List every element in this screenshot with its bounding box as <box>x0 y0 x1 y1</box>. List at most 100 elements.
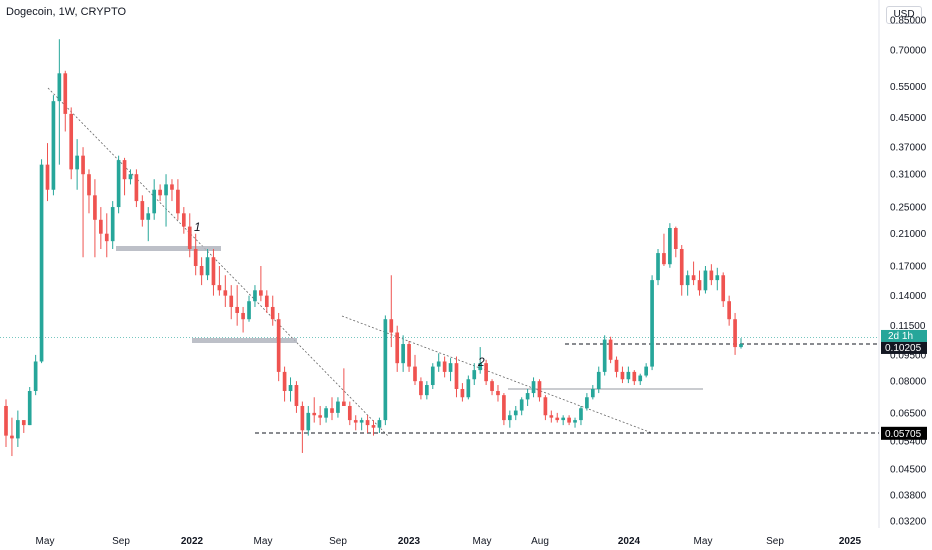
candle <box>81 147 85 258</box>
candle <box>10 417 14 457</box>
candle <box>490 379 494 396</box>
y-tick-label: 0.70000 <box>890 45 927 56</box>
price-axis: 0.85000 0.70000 0.55000 0.45000 0.37000 0.310… <box>890 16 927 528</box>
candle <box>217 265 222 296</box>
y-tick-label: 0.03200 <box>890 517 927 528</box>
candles <box>4 39 743 457</box>
candle <box>176 179 180 220</box>
candle <box>608 336 613 364</box>
candle <box>318 405 322 426</box>
candle <box>573 417 577 428</box>
candle <box>353 415 358 431</box>
y-tick-label: 0.85000 <box>890 16 927 27</box>
candle <box>383 315 388 426</box>
candle <box>270 295 275 326</box>
candle <box>685 270 690 296</box>
candle <box>116 155 121 214</box>
current-price-label: 0.10205 <box>885 343 922 354</box>
candle <box>531 377 536 398</box>
candle <box>51 95 56 196</box>
candle <box>87 169 91 214</box>
candle <box>590 385 595 400</box>
candle <box>632 370 637 386</box>
resistance-zone-2 <box>192 338 297 343</box>
candle <box>45 143 50 202</box>
candle <box>537 379 542 402</box>
x-tick-label: Aug <box>531 536 549 547</box>
candle <box>430 363 435 389</box>
candle <box>336 397 340 418</box>
trendline-1 <box>47 87 389 437</box>
y-tick-label: 0.03800 <box>890 490 927 501</box>
candle <box>223 275 228 307</box>
candle <box>253 285 257 307</box>
candle <box>496 385 500 402</box>
candle <box>691 261 696 286</box>
candle <box>442 356 447 378</box>
candle <box>620 366 625 384</box>
candle <box>389 275 394 348</box>
candle <box>93 179 97 258</box>
currency-button[interactable]: USD <box>886 6 922 24</box>
candle <box>110 201 115 249</box>
candle <box>306 405 311 436</box>
candle <box>460 383 465 402</box>
x-tick-label: May <box>36 536 55 547</box>
countdown-tag <box>881 329 927 342</box>
x-tick-label: 2024 <box>618 536 641 547</box>
candle <box>259 265 263 302</box>
candle <box>673 226 678 258</box>
candle <box>709 264 714 286</box>
x-tick-label: 2025 <box>839 536 862 547</box>
candle <box>146 207 151 242</box>
candle <box>99 207 103 249</box>
candle <box>164 174 168 227</box>
candle <box>454 356 459 398</box>
candle <box>739 338 743 349</box>
candle <box>525 388 530 406</box>
candle <box>638 373 643 386</box>
candle <box>395 325 400 372</box>
candle <box>300 401 305 453</box>
candle <box>602 335 607 376</box>
annotation-label-1: 1 <box>194 220 201 234</box>
candle <box>644 363 648 378</box>
candle <box>33 354 38 396</box>
y-tick-label: 0.21000 <box>890 229 927 240</box>
candle <box>365 415 370 433</box>
candle <box>377 417 382 433</box>
candle <box>324 405 328 423</box>
candle <box>294 381 299 413</box>
candle <box>199 257 204 286</box>
candle <box>679 245 684 296</box>
candle <box>721 272 726 307</box>
x-tick-label: May <box>473 536 492 547</box>
resistance-zone-1 <box>116 246 221 251</box>
annotation-label-2: 2 <box>477 355 485 369</box>
candle <box>140 195 145 227</box>
y-tick-label: 0.06500 <box>890 408 927 419</box>
candle <box>585 393 589 411</box>
horizontal-levels <box>0 337 879 434</box>
y-tick-label: 0.37000 <box>890 143 927 154</box>
candle <box>170 179 174 202</box>
candle <box>436 353 441 372</box>
candle <box>401 335 405 372</box>
candle <box>235 285 240 326</box>
candle <box>39 159 44 364</box>
candle <box>419 377 423 400</box>
candle <box>330 397 334 421</box>
candle <box>650 275 654 371</box>
candle <box>187 213 192 258</box>
y-tick-label: 0.11500 <box>890 321 926 332</box>
candle <box>193 233 198 276</box>
candle <box>27 386 32 426</box>
y-tick-label: 0.04500 <box>890 465 927 476</box>
candle <box>57 39 62 165</box>
time-axis: May Sep 2022 May Sep 2023 May Aug 2024 May Sep 2025 <box>36 536 862 547</box>
y-tick-label: 0.09500 <box>890 350 927 361</box>
candle <box>158 184 162 202</box>
candle <box>359 417 364 431</box>
candle <box>561 415 566 426</box>
